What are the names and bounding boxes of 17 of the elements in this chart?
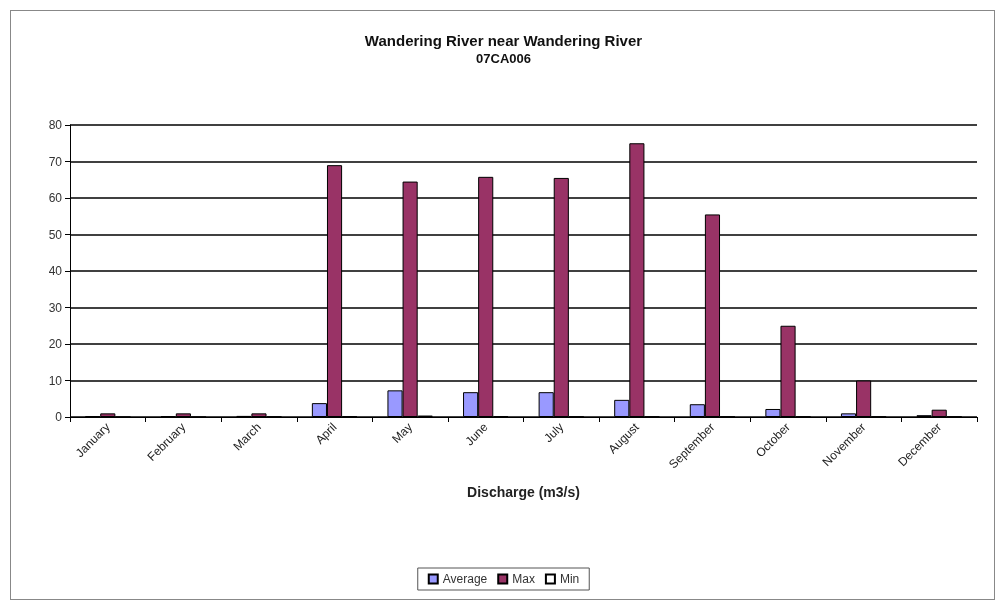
x-tick-label: July [541,420,567,446]
y-tick-label: 30 [48,300,63,315]
x-tick-label: May [389,420,416,446]
legend-label: Min [559,572,580,586]
chart-title: Wandering River near Wandering River [364,32,643,49]
y-tick-label: 10 [48,373,63,388]
y-tick-label: 0 [55,410,63,424]
y-tick-label: 40 [48,264,63,278]
chart-subtitle: 07CA006 [476,51,531,66]
y-tick-label: 80 [48,118,63,132]
legend-label: Max [512,572,535,586]
legend-label: Average [442,572,488,586]
y-tick-label: 60 [48,191,63,205]
y-tick-label: 50 [48,227,63,242]
y-tick-label: 70 [48,154,63,169]
y-tick-label: 20 [48,337,63,351]
x-axis-title: Discharge (m3/s) [467,484,580,500]
